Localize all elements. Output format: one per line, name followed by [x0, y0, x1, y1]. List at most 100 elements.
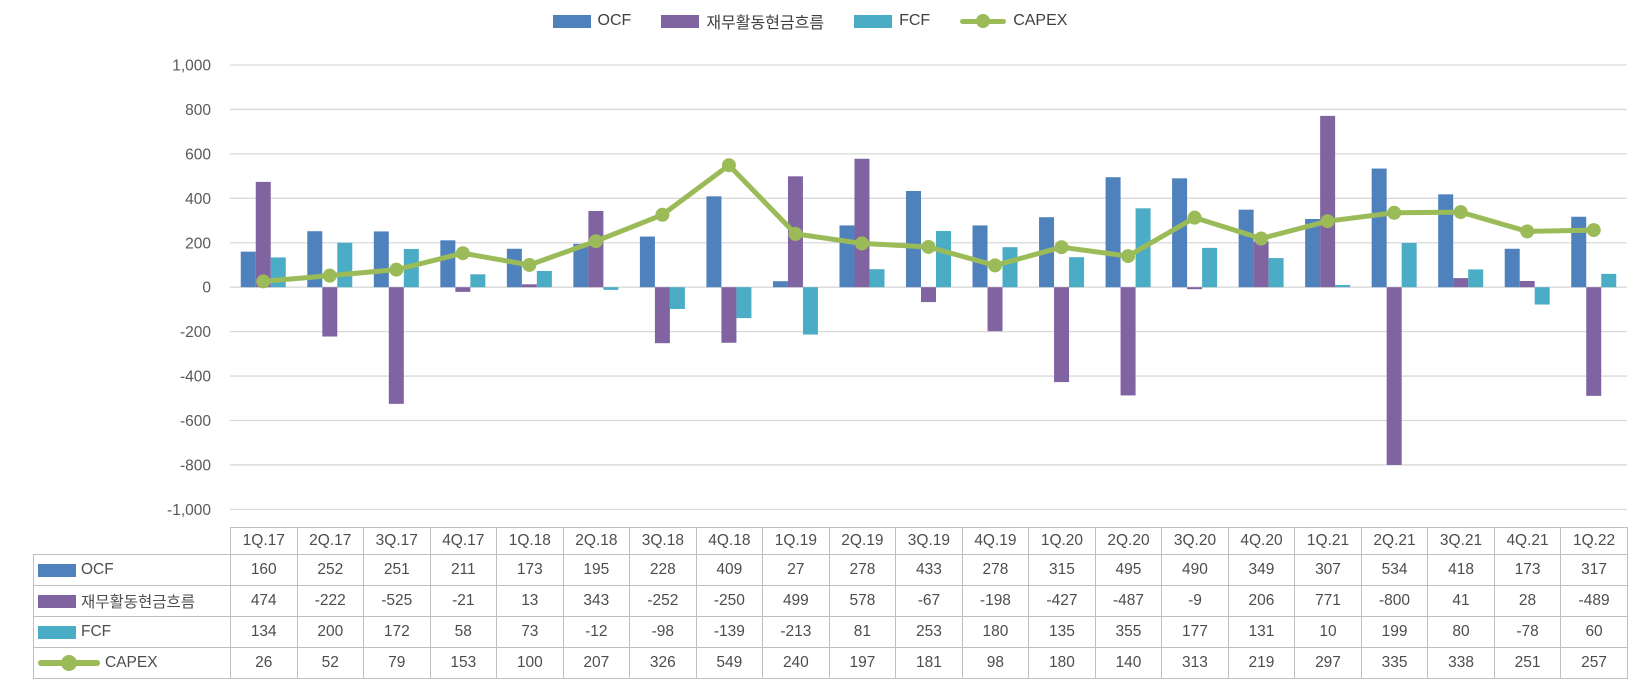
bar-ocf-1Q.18[interactable] [506, 248, 522, 288]
bar-fcf-4Q.21[interactable] [1534, 287, 1550, 305]
capex-marker-1Q.22[interactable] [1586, 223, 1601, 238]
bar-ocf-3Q.20[interactable] [1172, 178, 1188, 288]
capex-marker-2Q.20[interactable] [1121, 249, 1136, 264]
bar-financing-2Q.17[interactable] [322, 287, 338, 337]
bar-financing-3Q.19[interactable] [921, 287, 936, 303]
bar-fcf-2Q.17[interactable] [337, 242, 353, 288]
capex-marker-4Q.19[interactable] [988, 258, 1003, 273]
bar-ocf-2Q.19[interactable] [839, 225, 855, 288]
legend-item-financing[interactable]: 재무활동현금흐름 [661, 9, 824, 33]
table-cell-fcf-2Q.20: 355 [1094, 616, 1163, 648]
bar-fcf-3Q.19[interactable] [936, 230, 951, 288]
bar-financing-4Q.21[interactable] [1519, 280, 1535, 288]
bar-ocf-4Q.18[interactable] [706, 196, 722, 288]
bar-ocf-4Q.21[interactable] [1504, 248, 1520, 288]
table-cell-fcf-1Q.22: 60 [1560, 616, 1628, 648]
capex-marker-1Q.19[interactable] [788, 226, 803, 241]
capex-marker-4Q.17[interactable] [455, 246, 470, 261]
bar-ocf-3Q.21[interactable] [1438, 194, 1454, 288]
y-axis-tick-label: 800 [185, 102, 211, 119]
bar-fcf-1Q.21[interactable] [1335, 284, 1351, 288]
table-cell-ocf-1Q.18: 173 [496, 554, 564, 586]
table-cell-capex-2Q.19: 197 [828, 647, 897, 679]
bar-financing-3Q.18[interactable] [654, 287, 670, 344]
bar-fcf-2Q.18[interactable] [603, 287, 619, 290]
capex-marker-2Q.21[interactable] [1387, 205, 1402, 220]
capex-marker-1Q.21[interactable] [1320, 214, 1335, 229]
bar-financing-1Q.21[interactable] [1320, 115, 1336, 288]
bar-ocf-3Q.17[interactable] [373, 231, 389, 288]
bar-ocf-1Q.22[interactable] [1571, 216, 1587, 288]
capex-marker-4Q.20[interactable] [1254, 231, 1269, 246]
bar-ocf-2Q.17[interactable] [307, 231, 323, 288]
bar-fcf-3Q.21[interactable] [1468, 269, 1484, 288]
bar-financing-4Q.17[interactable] [455, 287, 471, 292]
capex-marker-2Q.18[interactable] [588, 234, 603, 249]
bar-ocf-3Q.19[interactable] [906, 190, 921, 288]
capex-marker-2Q.19[interactable] [854, 236, 869, 251]
legend-item-ocf[interactable]: OCF [552, 12, 631, 30]
bar-financing-2Q.20[interactable] [1120, 287, 1136, 396]
bar-financing-2Q.21[interactable] [1386, 287, 1402, 465]
legend-item-fcf[interactable]: FCF [854, 12, 930, 30]
bar-fcf-4Q.20[interactable] [1268, 258, 1284, 288]
bar-ocf-4Q.19[interactable] [972, 225, 988, 288]
legend-label-financing: 재무활동현금흐름 [706, 15, 825, 32]
capex-marker-4Q.21[interactable] [1520, 224, 1535, 239]
cashflow-combo-chart[interactable]: 1,000 800 600 400 200 0 -200 -400 -600 -800 -1,000 [0, 0, 1650, 527]
bar-financing-2Q.19[interactable] [854, 158, 870, 288]
bar-financing-3Q.17[interactable] [388, 287, 404, 404]
bar-fcf-1Q.19[interactable] [802, 287, 818, 335]
bar-financing-3Q.20[interactable] [1187, 287, 1203, 290]
capex-line[interactable] [260, 162, 1597, 284]
table-cell-fcf-4Q.17: 58 [429, 616, 498, 648]
table-cell-ocf-4Q.19: 278 [961, 554, 1030, 586]
bar-fcf-4Q.17[interactable] [470, 274, 486, 288]
bar-fcf-4Q.19[interactable] [1002, 247, 1018, 288]
bar-fcf-3Q.20[interactable] [1202, 247, 1218, 288]
bar-financing-1Q.17[interactable] [255, 181, 271, 288]
bar-ocf-4Q.20[interactable] [1238, 209, 1254, 288]
capex-marker-1Q.20[interactable] [1054, 240, 1069, 255]
table-bar-swatch-ocf [38, 563, 76, 577]
bar-fcf-2Q.19[interactable] [869, 269, 885, 288]
bar-financing-2Q.18[interactable] [588, 210, 604, 288]
capex-marker-2Q.17[interactable] [322, 268, 337, 283]
capex-marker-3Q.18[interactable] [655, 207, 670, 222]
bar-financing-1Q.20[interactable] [1054, 287, 1070, 383]
bar-fcf-3Q.18[interactable] [669, 287, 685, 309]
bar-ocf-1Q.21[interactable] [1305, 218, 1321, 288]
capex-marker-1Q.17[interactable] [256, 274, 271, 289]
table-bar-swatch-fcf [38, 625, 76, 639]
bar-ocf-1Q.17[interactable] [240, 251, 256, 288]
bar-ocf-2Q.20[interactable] [1105, 177, 1121, 288]
bar-financing-1Q.22[interactable] [1586, 287, 1602, 396]
bar-financing-4Q.18[interactable] [721, 287, 737, 343]
table-column-header-4Q.17: 4Q.17 [429, 527, 498, 555]
table-cell-capex-1Q.17: 26 [230, 647, 298, 679]
bar-financing-4Q.20[interactable] [1253, 241, 1269, 288]
capex-marker-4Q.18[interactable] [721, 158, 736, 173]
table-cell-capex-2Q.21: 335 [1360, 647, 1429, 679]
bar-financing-1Q.18[interactable] [521, 284, 537, 288]
bar-fcf-1Q.20[interactable] [1069, 257, 1085, 288]
legend-item-capex[interactable]: CAPEX [960, 12, 1067, 30]
bar-financing-4Q.19[interactable] [987, 287, 1003, 332]
capex-marker-3Q.19[interactable] [921, 239, 936, 254]
table-cell-fcf-3Q.18: -98 [629, 616, 697, 648]
capex-marker-3Q.21[interactable] [1453, 205, 1468, 220]
bar-fcf-2Q.21[interactable] [1401, 242, 1417, 288]
bar-ocf-4Q.17[interactable] [440, 240, 456, 288]
bar-fcf-4Q.18[interactable] [736, 287, 752, 319]
bar-ocf-3Q.18[interactable] [639, 236, 655, 288]
bar-ocf-2Q.18[interactable] [573, 243, 589, 288]
capex-marker-3Q.20[interactable] [1187, 210, 1202, 225]
bar-fcf-1Q.18[interactable] [536, 270, 552, 288]
bar-ocf-2Q.21[interactable] [1371, 168, 1387, 288]
capex-marker-3Q.17[interactable] [389, 262, 404, 277]
table-row-label-fcf: FCF [33, 616, 231, 648]
capex-marker-1Q.18[interactable] [522, 257, 537, 272]
bar-fcf-1Q.22[interactable] [1601, 273, 1617, 288]
bar-financing-3Q.21[interactable] [1453, 278, 1469, 288]
bar-ocf-1Q.19[interactable] [772, 281, 788, 288]
